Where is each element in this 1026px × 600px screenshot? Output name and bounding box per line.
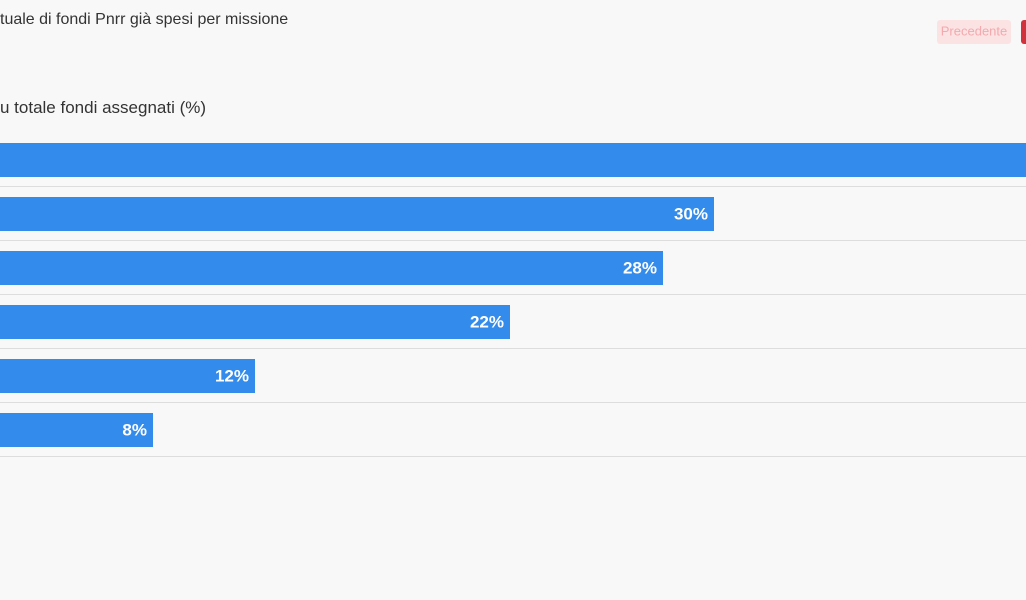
chart-subtitle: u totale fondi assegnati (%) — [0, 98, 206, 117]
bar — [0, 143, 1026, 177]
prev-button-label[interactable]: Precedente — [941, 23, 1008, 38]
bar — [0, 251, 663, 285]
bar — [0, 197, 714, 231]
value-label: 22% — [470, 312, 504, 331]
value-label: 30% — [674, 204, 708, 223]
bar — [0, 359, 255, 393]
value-label: 12% — [215, 366, 249, 385]
value-label: 28% — [623, 258, 657, 277]
bar — [0, 305, 510, 339]
next-button[interactable] — [1021, 20, 1026, 44]
value-label: 8% — [122, 420, 147, 439]
bar — [0, 413, 153, 447]
prev-button[interactable] — [937, 20, 1011, 44]
chart-title: tuale di fondi Pnrr già spesi per missio… — [0, 11, 288, 28]
